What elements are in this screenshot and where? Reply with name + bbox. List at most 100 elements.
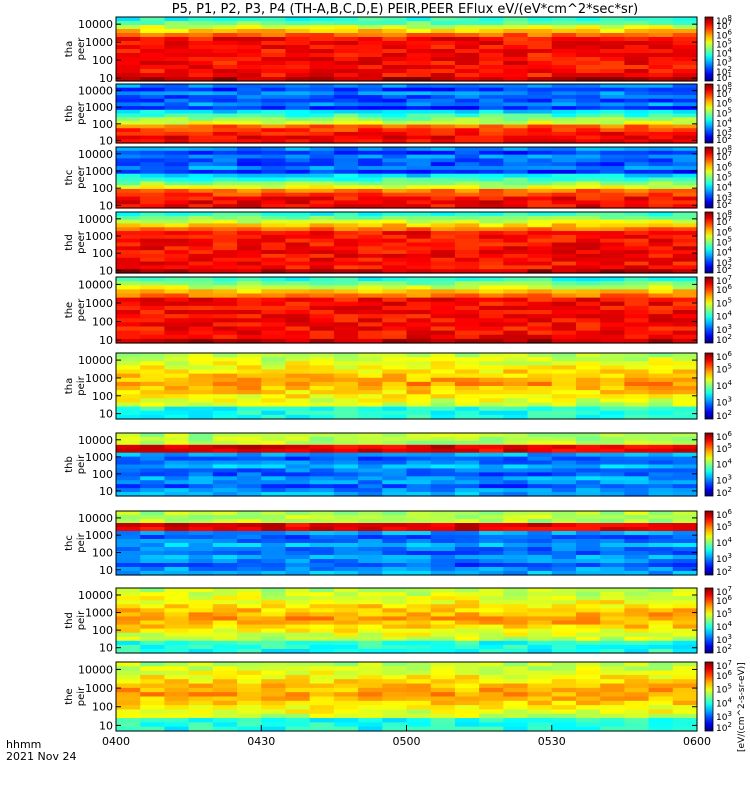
heatmap-cell [430,398,456,404]
heatmap-cell [382,390,408,395]
heatmap-cell [358,281,383,286]
heatmap-cell [188,662,214,667]
heatmap-cell [648,117,674,122]
heatmap-cell [479,139,504,144]
heatmap-cell [309,53,335,58]
heatmap-cell [358,128,383,133]
heatmap-cell [382,95,408,100]
heatmap-cell [140,95,166,100]
heatmap-cell [212,305,238,311]
heatmap-cell [575,600,601,605]
heatmap-cell [116,33,141,38]
heatmap-cell [624,632,650,638]
heatmap-cell [140,265,166,270]
heatmap-cell [237,535,262,540]
heatmap-cell [430,369,456,375]
heatmap-cell [551,662,577,667]
heatmap-cell [309,162,335,167]
heatmap-cell [164,523,190,528]
heatmap-cell [285,357,311,362]
heatmap-cell [430,596,456,601]
heatmap-cell [551,128,577,133]
heatmap-cell [116,600,141,605]
heatmap-cell [406,17,432,22]
heatmap-cell [479,700,504,706]
heatmap-cell [188,632,214,638]
heatmap-cell [164,369,190,375]
heatmap-cell [430,147,456,152]
heatmap-cell [648,21,674,26]
heatmap-cell [527,188,553,194]
heatmap-cell [454,219,480,225]
heatmap-cell [430,334,456,340]
heatmap-cell [600,636,625,642]
heatmap-cell [309,147,335,152]
heatmap-cell [212,135,238,140]
heatmap-cell [575,231,601,236]
heatmap-cell [575,154,601,160]
heatmap-cell [430,219,456,225]
heatmap-cell [333,95,359,100]
heatmap-cell [309,181,335,186]
heatmap-cell [527,624,553,630]
heatmap-cell [285,365,311,371]
heatmap-cell [358,535,383,540]
heatmap-cell [479,687,504,693]
heatmap-cell [503,722,529,728]
heatmap-cell [188,192,214,198]
heatmap-cell [140,223,166,228]
heatmap-cell [212,666,238,672]
heatmap-cell [261,192,287,198]
heatmap-cell [237,674,262,680]
heatmap-cell [358,452,383,458]
heatmap-cell [116,200,141,205]
heatmap-cell [551,480,577,485]
heatmap-cell [551,632,577,638]
heatmap-cell [212,551,238,556]
heatmap-cell [648,567,674,572]
heatmap-cell [285,662,311,667]
heatmap-cell [430,120,456,126]
heatmap-cell [672,555,698,560]
heatmap-cell [454,253,480,259]
heatmap-cell [672,212,698,217]
colorbar-tick-label: 106 [716,350,732,363]
heatmap-cell [624,705,650,711]
heatmap-cell [309,192,335,198]
heatmap-cell [333,322,359,328]
heatmap-cell [358,394,383,399]
heatmap-cell [309,394,335,399]
heatmap-cell [188,289,214,295]
heatmap-cell [624,37,650,42]
heatmap-cell [600,527,625,532]
heatmap-cell [600,196,625,201]
heatmap-cell [164,670,190,676]
heatmap-cell [358,687,383,693]
heatmap-cell [600,410,625,416]
heatmap-cell [624,440,650,446]
heatmap-cell [503,95,529,100]
heatmap-cell [116,98,141,104]
heatmap-cell [285,410,311,416]
x-tick-label: 0500 [393,735,421,748]
heatmap-cell [503,563,529,568]
heatmap-cell [116,135,141,140]
heatmap-cell [333,301,359,307]
heatmap-cell [333,246,359,251]
heatmap-cell [406,406,432,412]
heatmap-cell [575,185,601,190]
heatmap-cell [454,386,480,391]
heatmap-cell [237,139,262,144]
heatmap-cell [116,106,141,111]
heatmap-cell [454,73,480,78]
heatmap-cell [527,21,553,26]
heatmap-cell [454,212,480,217]
heatmap-cell [648,357,674,362]
heatmap-cell [479,102,504,107]
heatmap-cell [575,492,601,497]
heatmap-cell [358,301,383,307]
heatmap-cell [212,547,238,552]
heatmap-cell [285,612,311,618]
heatmap-cell [212,683,238,689]
heatmap-cell [140,227,166,232]
